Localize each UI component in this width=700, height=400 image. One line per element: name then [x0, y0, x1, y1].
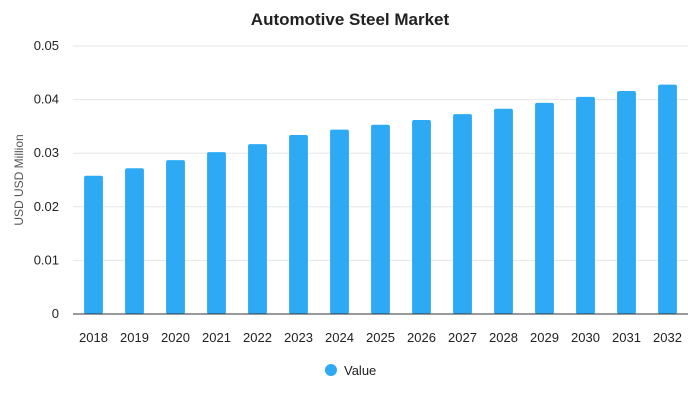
bar-2029[interactable] — [535, 102, 554, 314]
bar-2024[interactable] — [330, 129, 349, 314]
x-tick-label: 2026 — [407, 330, 436, 345]
y-tick-label: 0.05 — [34, 38, 59, 53]
y-tick-label: 0.02 — [34, 199, 59, 214]
bar-2026[interactable] — [412, 119, 431, 314]
y-tick-label: 0.01 — [34, 252, 59, 267]
x-tick-label: 2032 — [653, 330, 682, 345]
x-tick-label: 2023 — [284, 330, 313, 345]
bar-2028[interactable] — [494, 108, 513, 314]
x-tick-label: 2029 — [530, 330, 559, 345]
x-tick-label: 2028 — [489, 330, 518, 345]
y-tick-label: 0.04 — [34, 92, 59, 107]
legend: Value — [325, 363, 376, 378]
x-tick-label: 2027 — [448, 330, 477, 345]
x-tick-label: 2030 — [571, 330, 600, 345]
bar-2023[interactable] — [289, 134, 308, 314]
y-axis: 0 0.01 0.02 0.03 0.04 0.05 — [34, 38, 59, 321]
bar-2027[interactable] — [453, 114, 472, 315]
bar-2031[interactable] — [617, 91, 636, 314]
bars-layer — [84, 84, 677, 315]
bar-2020[interactable] — [166, 160, 185, 314]
chart-title: Automotive Steel Market — [251, 10, 450, 29]
bar-2021[interactable] — [207, 152, 226, 314]
bar-2032[interactable] — [658, 84, 677, 314]
y-tick-label: 0.03 — [34, 145, 59, 160]
x-tick-label: 2022 — [243, 330, 272, 345]
bar-2022[interactable] — [248, 144, 267, 314]
x-tick-label: 2019 — [120, 330, 149, 345]
bar-2025[interactable] — [371, 124, 390, 315]
x-tick-label: 2025 — [366, 330, 395, 345]
bar-2018[interactable] — [84, 175, 103, 314]
x-tick-label: 2031 — [612, 330, 641, 345]
x-tick-label: 2018 — [79, 330, 108, 345]
legend-marker-value — [325, 364, 337, 376]
y-axis-label: USD USD Million — [12, 134, 26, 225]
x-axis: 2018 2019 2020 2021 2022 2023 2024 2025 2026 2027… — [73, 313, 688, 345]
x-tick-label: 2021 — [202, 330, 231, 345]
x-tick-label: 2020 — [161, 330, 190, 345]
x-tick-label: 2024 — [325, 330, 354, 345]
legend-label-value: Value — [344, 363, 376, 378]
bar-2030[interactable] — [576, 96, 595, 314]
y-tick-label: 0 — [52, 306, 59, 321]
bar-2019[interactable] — [125, 168, 144, 314]
